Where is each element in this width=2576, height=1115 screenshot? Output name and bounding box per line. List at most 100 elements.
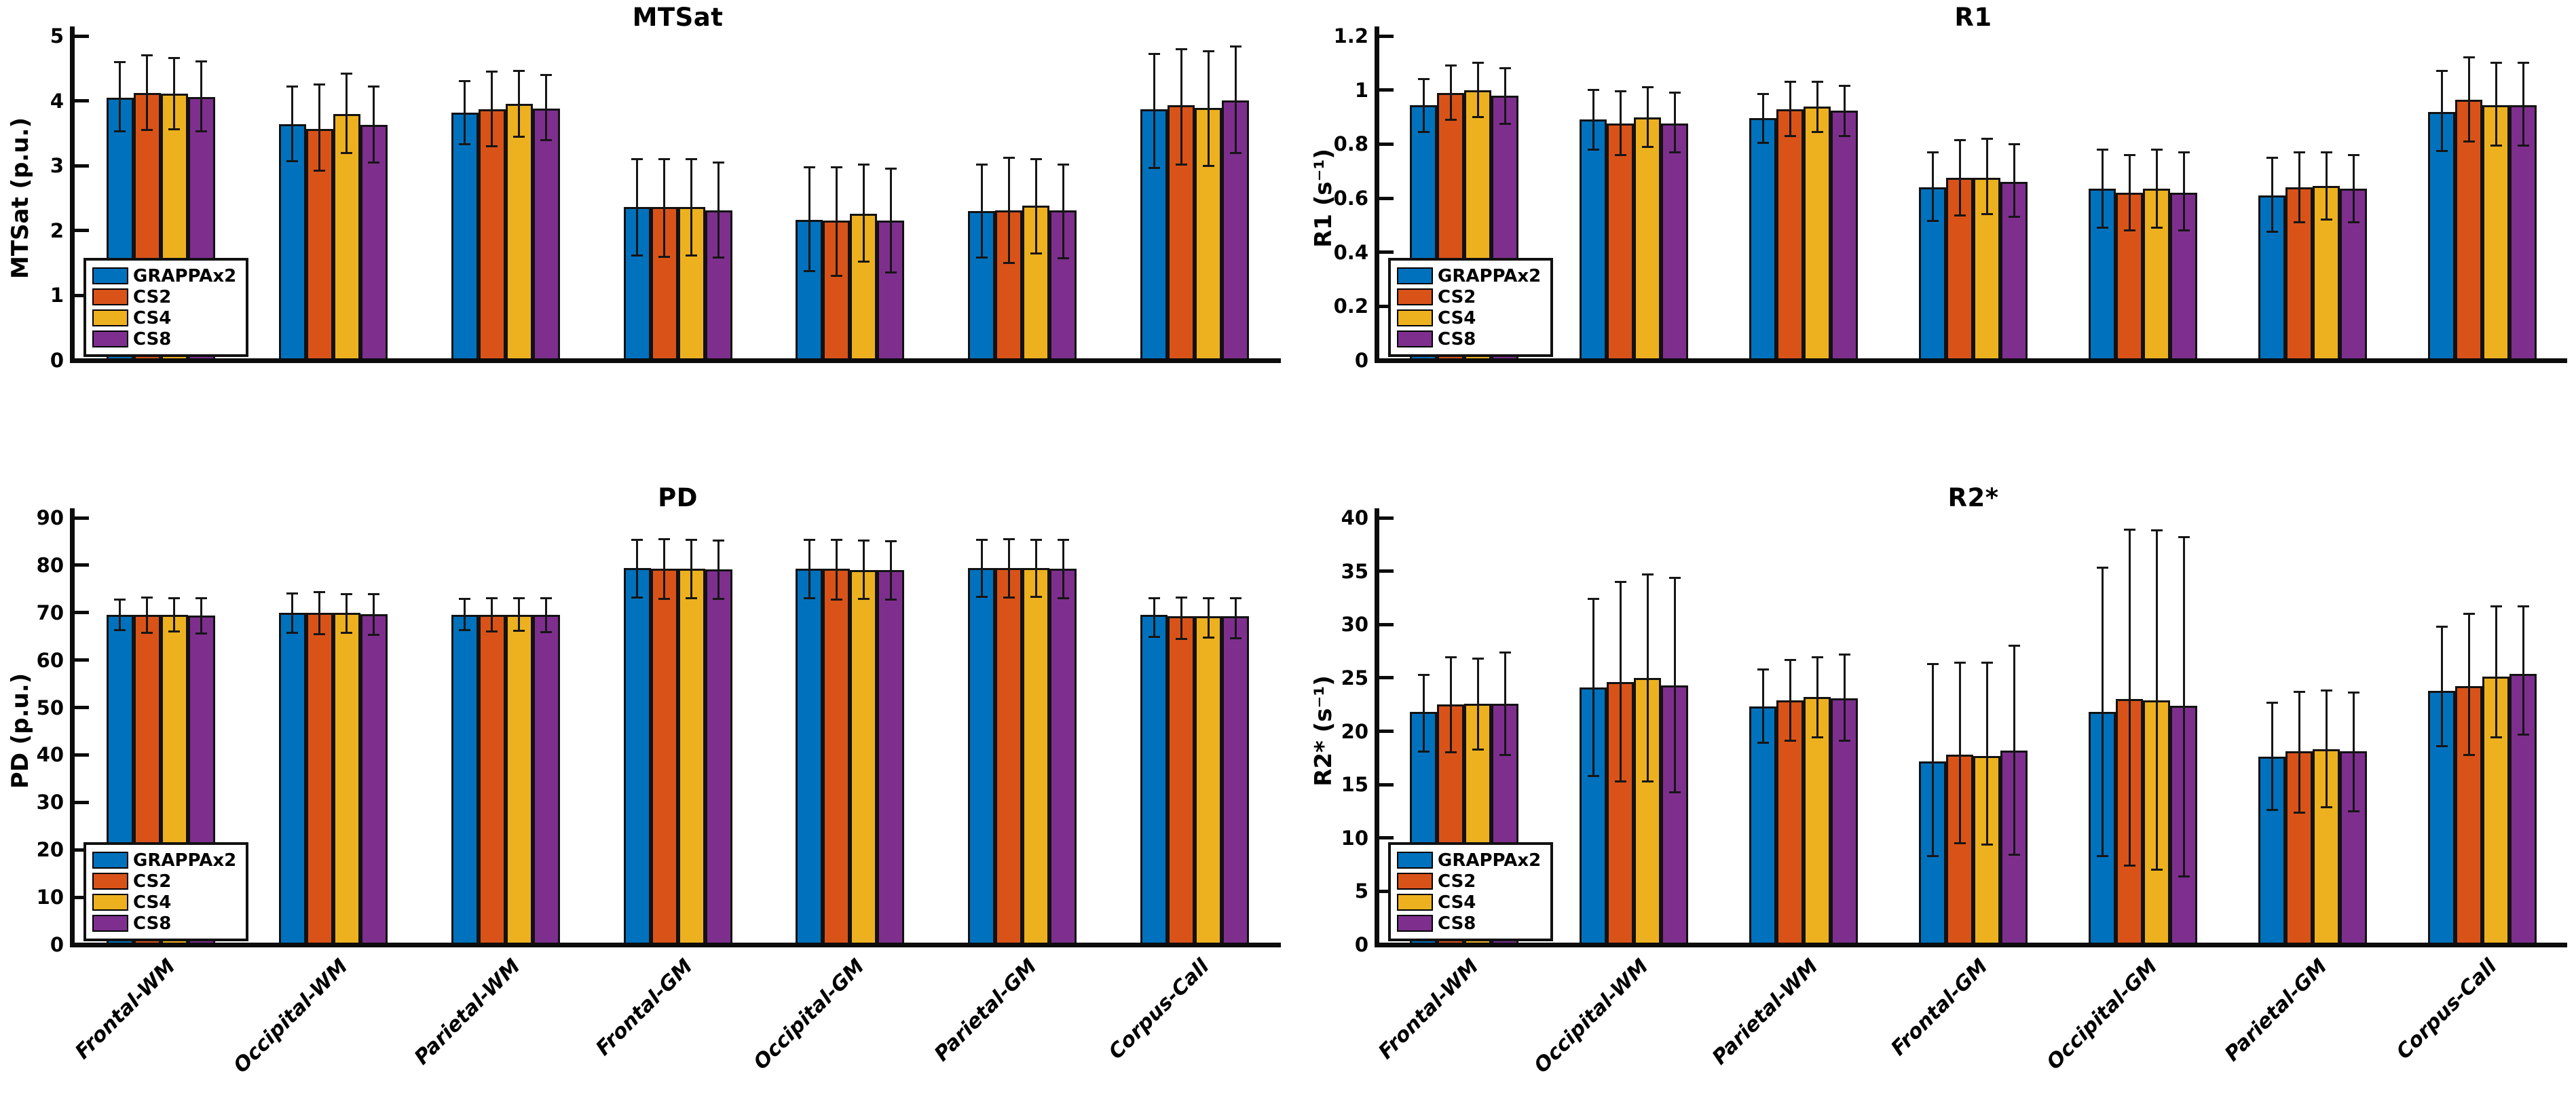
- legend-label: CS4: [133, 307, 172, 328]
- legend-item: CS8: [1397, 913, 1541, 934]
- x-axis-line: [70, 358, 1281, 363]
- error-bar-cap-bottom: [1175, 637, 1187, 640]
- error-bar-cap-bottom: [1757, 141, 1769, 144]
- error-bar-cap-bottom: [114, 629, 126, 632]
- bar-grappax2: [451, 112, 479, 360]
- y-tick-label: 5: [50, 24, 64, 48]
- error-bar-cap-bottom: [1444, 118, 1457, 121]
- legend-label: CS2: [133, 286, 172, 307]
- error-bar-line: [2325, 152, 2328, 220]
- y-tick: [1379, 836, 1394, 840]
- error-bar-cap-bottom: [2347, 810, 2359, 812]
- bar-grappax2: [1580, 119, 1607, 360]
- error-bar-cap-top: [1148, 53, 1160, 56]
- chart-title-mtsat: MTSat: [632, 3, 724, 32]
- error-bar-line: [1843, 86, 1846, 136]
- error-bar-line: [491, 598, 493, 632]
- x-tick-label: Occipital-WM: [1529, 954, 1654, 1078]
- error-bar-cap-top: [975, 163, 988, 166]
- error-bar-cap-bottom: [2178, 229, 2190, 232]
- x-axis-line: [1375, 943, 2567, 947]
- error-bar-cap-bottom: [1641, 780, 1654, 782]
- legend-item: CS4: [92, 307, 236, 328]
- error-bar-line: [980, 164, 983, 258]
- error-bar-cap-bottom: [713, 598, 724, 600]
- error-bar-cap-top: [1003, 157, 1015, 159]
- error-bar-line: [2101, 149, 2104, 228]
- bar-cs4: [1804, 106, 1831, 360]
- error-bar-cap-bottom: [686, 597, 697, 599]
- x-tick-label: Corpus-Call: [1104, 954, 1214, 1065]
- error-bar-cap-top: [686, 158, 697, 161]
- y-tick-label: 40: [36, 743, 64, 767]
- legend-label: CS2: [1438, 286, 1476, 307]
- error-bar-line: [2325, 690, 2328, 808]
- bar-cs4: [2313, 186, 2340, 360]
- error-bar-cap-top: [1499, 651, 1511, 654]
- plot-area-mtsat: 0 1 2 3 4 5 GRAPPAx2 CS2 CS4 CS8: [50, 26, 1281, 371]
- bar-cs2: [305, 612, 333, 945]
- error-bar-cap-top: [2008, 143, 2020, 145]
- error-bar-cap-bottom: [1981, 213, 1993, 216]
- error-bar-cap-top: [1202, 50, 1214, 53]
- y-tick-label: 35: [1341, 559, 1368, 583]
- error-bar-cap-bottom: [1499, 753, 1511, 756]
- error-bar-cap-bottom: [1175, 163, 1187, 166]
- error-bar-line: [808, 167, 810, 271]
- error-bar-cap-top: [513, 597, 525, 600]
- error-bar-line: [464, 599, 466, 630]
- error-bar-cap-top: [1472, 62, 1484, 64]
- error-bar-cap-top: [1587, 598, 1599, 600]
- bar-grappax2: [278, 124, 306, 360]
- bar-cs8: [360, 613, 388, 945]
- y-tick-label: 1.2: [1333, 24, 1368, 48]
- legend-label: CS2: [133, 871, 172, 892]
- error-bar-cap-top: [1784, 658, 1796, 661]
- y-tick: [75, 516, 89, 520]
- error-bar-cap-top: [1981, 662, 1993, 664]
- error-bar-cap-bottom: [631, 596, 643, 599]
- error-bar-cap-top: [2293, 151, 2305, 153]
- error-bar-cap-top: [2123, 528, 2135, 531]
- error-bar-cap-bottom: [1811, 736, 1823, 739]
- y-tick-label: 0.2: [1333, 295, 1368, 318]
- error-bar-line: [2522, 62, 2524, 146]
- error-bar-cap-bottom: [286, 160, 299, 162]
- error-bar-line: [1673, 92, 1676, 153]
- error-bar-cap-top: [1838, 653, 1850, 656]
- y-tick: [1379, 889, 1394, 893]
- error-bar-cap-top: [1175, 596, 1187, 599]
- error-bar-line: [862, 540, 865, 599]
- error-bar-cap-top: [1811, 656, 1823, 659]
- error-bar-cap-bottom: [1472, 116, 1484, 118]
- error-bar-cap-top: [803, 166, 815, 168]
- error-bar-cap-top: [658, 537, 670, 540]
- legend-item: GRAPPAx2: [1397, 265, 1541, 286]
- y-tick: [1379, 569, 1394, 573]
- error-bar-line: [1034, 540, 1037, 597]
- bar-cs4: [1195, 616, 1222, 945]
- y-tick: [75, 800, 89, 804]
- y-tick-label: 50: [36, 696, 64, 719]
- error-bar-cap-bottom: [1148, 166, 1160, 169]
- error-bar-line: [373, 594, 375, 635]
- chart-title-r1: R1: [1954, 3, 1992, 32]
- error-bar-line: [318, 592, 321, 635]
- error-bar-line: [373, 86, 375, 163]
- error-bar-cap-top: [1926, 662, 1939, 665]
- error-bar-line: [2495, 62, 2497, 146]
- x-tick-label: Occipital-WM: [229, 954, 353, 1078]
- error-bar-cap-top: [314, 591, 326, 594]
- bar-cs2: [995, 210, 1023, 360]
- error-bar-line: [980, 540, 983, 597]
- error-bar-line: [2155, 530, 2158, 870]
- x-axis-line: [70, 943, 1281, 947]
- error-bar-line: [119, 599, 122, 630]
- error-bar-cap-top: [540, 597, 553, 600]
- error-bar-cap-top: [1587, 89, 1599, 92]
- y-tick: [1379, 196, 1394, 200]
- error-bar-cap-top: [975, 538, 988, 541]
- error-bar-line: [1761, 94, 1764, 143]
- legend-label: CS8: [133, 328, 172, 349]
- plot-area-r1: 0 0.2 0.4 0.6 0.8 1 1.2 GRAPPAx2 CS2 CS4 CS8: [1334, 26, 2567, 371]
